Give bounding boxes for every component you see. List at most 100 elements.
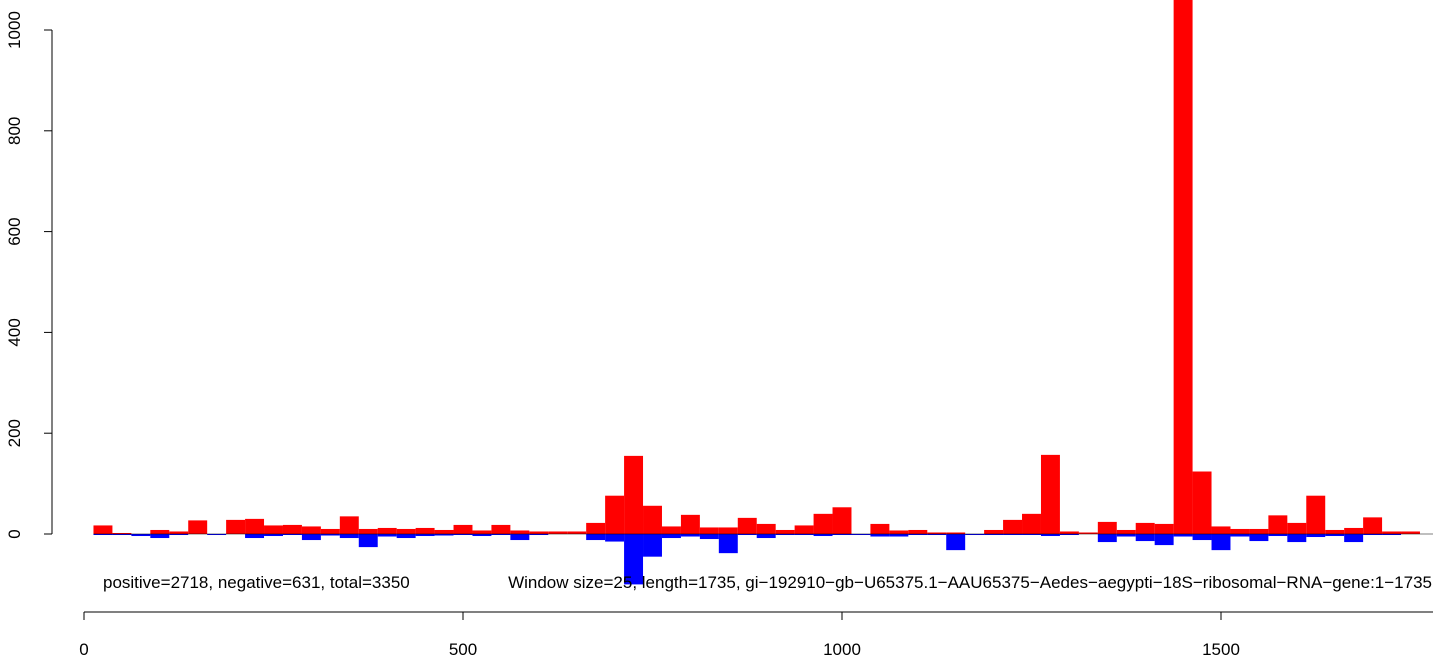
y-tick-label: 1000 <box>5 11 24 49</box>
negative-bar <box>1363 534 1383 536</box>
positive-bar <box>1363 517 1383 534</box>
negative-bar <box>643 534 662 557</box>
negative-bar <box>1211 534 1231 551</box>
negative-bar <box>1003 534 1023 536</box>
positive-bar <box>1344 527 1364 534</box>
x-axis: 0 500 1000 1500 <box>79 611 1433 659</box>
positive-bar <box>908 529 928 534</box>
negative-bar <box>1059 534 1079 536</box>
positive-bar <box>984 529 1004 534</box>
negative-bar <box>624 534 644 585</box>
negative-bar <box>472 534 492 537</box>
positive-bar <box>264 525 283 534</box>
positive-bar <box>93 525 113 534</box>
positive-bar <box>226 519 246 534</box>
y-tick-label: 800 <box>5 117 24 145</box>
negative-bar <box>813 534 833 537</box>
positive-bar <box>832 507 852 534</box>
negative-bar <box>1268 534 1288 537</box>
positive-bar <box>643 505 662 534</box>
positive-bar <box>1003 519 1023 534</box>
positive-bar <box>358 528 378 534</box>
x-tick-label: 500 <box>449 640 477 659</box>
negative-bar <box>112 534 132 536</box>
negative-bar <box>150 534 170 539</box>
positive-bar <box>491 524 511 534</box>
positive-bar <box>434 529 454 534</box>
negative-bar <box>1287 534 1307 543</box>
negative-bar <box>775 534 795 536</box>
positive-bar <box>1154 523 1174 534</box>
positive-bar <box>1268 515 1288 534</box>
positive-bar <box>1078 532 1098 534</box>
positive-bar <box>775 529 795 534</box>
negative-bar <box>984 534 1004 536</box>
negative-bar <box>1230 534 1250 537</box>
negative-bar <box>1249 534 1269 542</box>
negative-bar <box>870 534 890 537</box>
negative-bar <box>510 534 530 541</box>
negative-bar <box>851 534 871 536</box>
negative-bar <box>264 534 283 537</box>
negative-bar <box>169 534 189 536</box>
negative-bar <box>529 534 549 536</box>
positive-bar <box>1192 471 1212 534</box>
positive-bar <box>301 526 321 534</box>
positive-bar <box>1040 454 1060 534</box>
negative-bar <box>131 534 151 537</box>
positive-bar <box>1230 528 1250 534</box>
positive-bar <box>1135 522 1155 534</box>
negative-bar <box>377 534 397 537</box>
positive-bar <box>1249 528 1269 534</box>
y-axis: 0 200 400 600 800 1000 <box>5 11 53 539</box>
positive-bar <box>377 527 397 534</box>
positive-bar <box>1173 0 1193 534</box>
negative-bar <box>832 534 852 536</box>
positive-bar <box>1116 529 1136 534</box>
positive-bar <box>870 523 890 534</box>
y-tick-label: 400 <box>5 318 24 346</box>
x-tick-label: 1000 <box>823 640 861 659</box>
window-annotation: Window size=25, length=1735, gi−192910−g… <box>508 573 1432 592</box>
negative-bar <box>320 534 340 536</box>
positive-bar <box>756 523 776 534</box>
positive-bar <box>510 530 530 534</box>
positive-bar <box>1059 531 1079 534</box>
positive-bar <box>946 532 966 534</box>
positive-bar <box>1382 531 1402 534</box>
negative-bar <box>927 534 947 536</box>
positive-bar <box>737 517 757 534</box>
positive-bar <box>1306 495 1326 534</box>
negative-bar <box>434 534 454 536</box>
negative-bar <box>605 534 625 542</box>
negative-bar <box>1022 534 1041 536</box>
positive-bar <box>1287 522 1307 534</box>
positive-bar <box>112 532 132 534</box>
negative-bar <box>1325 534 1345 537</box>
positive-bar <box>245 518 265 534</box>
negative-bar <box>1097 534 1117 543</box>
negative-bar <box>680 534 700 537</box>
positive-bar <box>529 531 549 534</box>
positive-bar <box>624 455 644 534</box>
positive-bar <box>150 529 170 534</box>
positive-bar <box>794 525 814 534</box>
positive-bar <box>339 516 359 534</box>
y-tick-label: 600 <box>5 217 24 245</box>
negative-bar <box>965 534 985 536</box>
negative-bar <box>889 534 909 537</box>
negative-bar <box>301 534 321 541</box>
negative-bar <box>1382 534 1402 536</box>
positive-bar <box>282 524 302 534</box>
positive-bar <box>680 514 700 534</box>
positive-bar <box>1022 513 1041 534</box>
positive-bar <box>1401 531 1420 534</box>
negative-bar <box>453 534 473 536</box>
y-tick-label: 200 <box>5 419 24 447</box>
negative-bar <box>1173 534 1193 537</box>
negative-bar <box>339 534 359 539</box>
positive-bar <box>718 527 738 534</box>
negative-bar <box>415 534 435 537</box>
negative-bar <box>946 534 966 551</box>
positive-bar <box>1211 526 1231 534</box>
